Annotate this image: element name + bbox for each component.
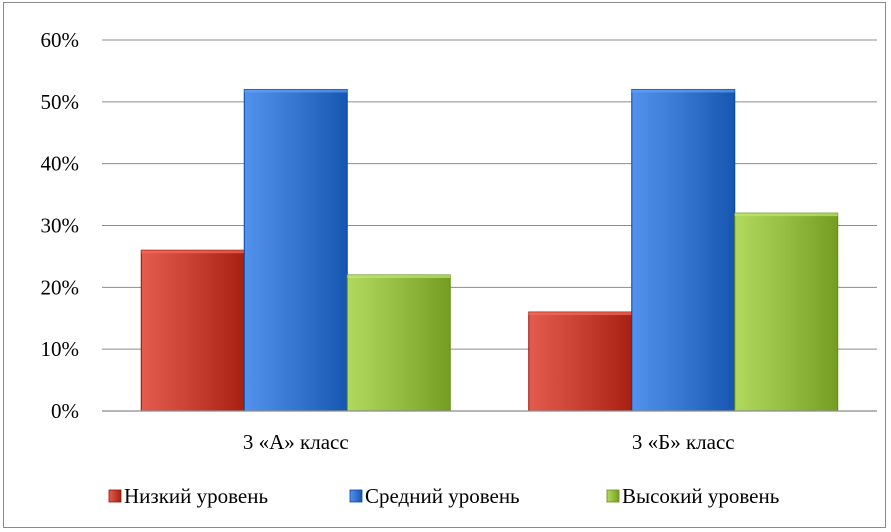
bar — [528, 311, 633, 412]
bar — [140, 249, 245, 412]
bar — [346, 274, 451, 412]
legend-swatch — [349, 489, 363, 503]
legend-label: Высокий уровень — [622, 484, 779, 508]
y-tick-label: 10% — [41, 337, 80, 361]
legend-swatch — [108, 489, 122, 503]
y-tick-label: 40% — [41, 152, 80, 176]
y-tick-label: 50% — [41, 90, 80, 114]
y-axis-ticks: 0% 10% 20% 30% 40% 50% 60% — [41, 28, 80, 423]
legend-label: Низкий уровень — [124, 484, 268, 508]
y-tick-label: 0% — [51, 399, 79, 423]
bar — [631, 88, 736, 412]
y-tick-label: 60% — [41, 28, 80, 52]
y-tick-label: 20% — [41, 275, 80, 299]
x-axis-categories: 3 «А» класс 3 «Б» класс — [243, 430, 735, 454]
legend-label: Средний уровень — [365, 484, 520, 508]
x-category-label: 3 «А» класс — [243, 430, 349, 454]
legend-swatch — [606, 489, 620, 503]
legend: Низкий уровень Средний уровень Высокий уро… — [108, 484, 779, 508]
y-tick-label: 30% — [41, 214, 80, 238]
bars — [140, 88, 839, 412]
bar — [734, 212, 839, 412]
x-category-label: 3 «Б» класс — [632, 430, 735, 454]
bar — [243, 88, 348, 412]
